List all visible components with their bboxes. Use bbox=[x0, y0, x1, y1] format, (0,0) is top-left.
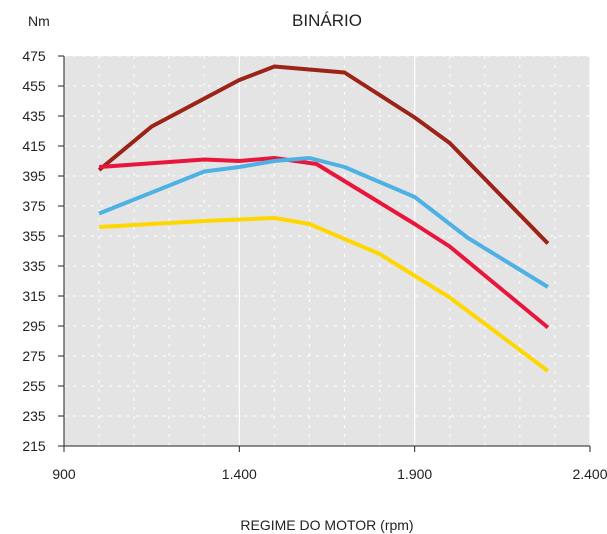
y-tick-label: 475 bbox=[22, 48, 46, 64]
axes bbox=[58, 55, 591, 452]
y-tick-label: 395 bbox=[22, 168, 46, 184]
y-tick-label: 295 bbox=[22, 318, 46, 334]
grid-lines bbox=[64, 55, 591, 446]
y-tick-label: 315 bbox=[22, 288, 46, 304]
x-tick-label: 1.900 bbox=[397, 466, 432, 482]
series-line-4 bbox=[98, 216, 550, 373]
y-tick-label: 235 bbox=[22, 408, 46, 424]
y-tick-label: 255 bbox=[22, 378, 46, 394]
x-tick-label: 900 bbox=[52, 466, 76, 482]
y-tick-labels: 475 455 435 415 395 375 355 335 315 295 275 255 235 2… bbox=[22, 48, 46, 454]
series-lines bbox=[97, 64, 550, 373]
y-tick-label: 455 bbox=[22, 78, 46, 94]
x-tick-label: 2.400 bbox=[572, 466, 607, 482]
x-tick-labels: 900 1.400 1.900 2.400 bbox=[52, 466, 607, 482]
y-axis-unit-label: Nm bbox=[28, 13, 50, 29]
y-tick-label: 375 bbox=[22, 198, 46, 214]
y-tick-label: 415 bbox=[22, 138, 46, 154]
x-tick-label: 1.400 bbox=[222, 466, 257, 482]
y-tick-label: 275 bbox=[22, 348, 46, 364]
y-tick-label: 215 bbox=[22, 438, 46, 454]
series-line-1 bbox=[97, 64, 550, 245]
chart-title: BINÁRIO bbox=[292, 11, 362, 30]
plot-area bbox=[64, 56, 590, 446]
y-tick-label: 355 bbox=[22, 228, 46, 244]
y-tick-label: 335 bbox=[22, 258, 46, 274]
y-tick-label: 435 bbox=[22, 108, 46, 124]
series-line-3 bbox=[98, 156, 549, 289]
x-axis-label: REGIME DO MOTOR (rpm) bbox=[240, 517, 413, 533]
